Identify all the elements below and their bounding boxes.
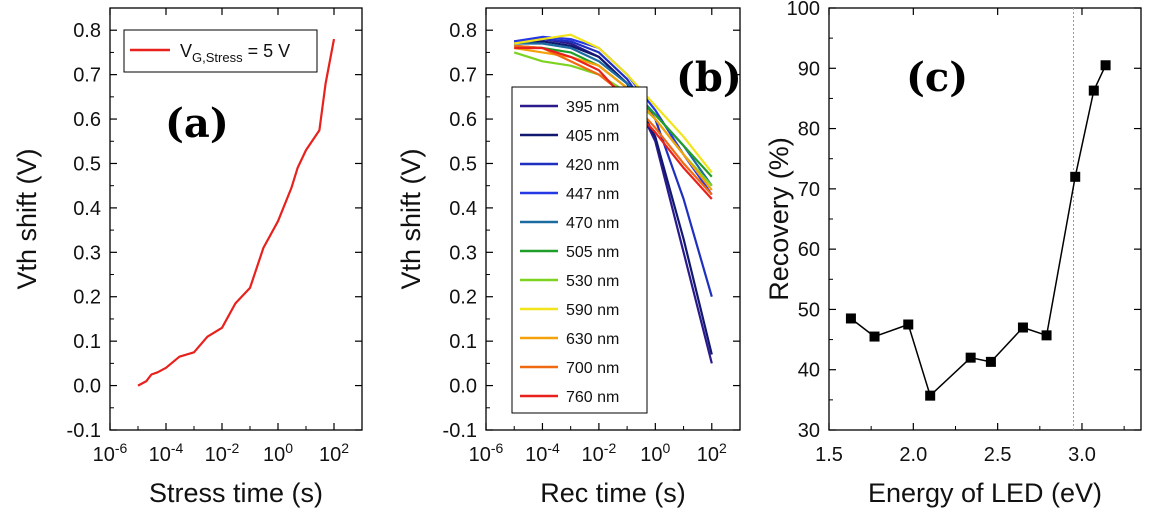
chart-b: -0.1 0.0 0.1 0.2 0.3 0.4 0.5 0.6 0.7 0.8 10-6 10-4 1… (396, 7, 742, 508)
x-tick-label: 2.0 (899, 444, 927, 466)
y-tick-label: 40 (798, 360, 820, 382)
legend-label: 420 nm (566, 157, 619, 174)
x-tick-label: 10-4 (149, 440, 184, 466)
data-point (903, 319, 914, 330)
y-tick-label: 0.4 (449, 198, 477, 220)
legend-label: 447 nm (566, 186, 619, 203)
data-point (965, 352, 976, 363)
legend-label: VG,Stress = 5 V (180, 41, 290, 65)
y-tick-label: 0.3 (73, 242, 101, 264)
x-tick-label: 102 (697, 440, 727, 466)
y-tick-label: 0.4 (73, 198, 101, 220)
chart-c: 30 40 50 60 70 80 90 100 1.5 2.0 2.5 3.0 Energy of L… (764, 0, 1142, 508)
plot-frame (109, 7, 363, 431)
x-tick-label: 100 (263, 440, 293, 466)
y-tick-label: 0.6 (73, 109, 101, 131)
y-tick-label: 90 (798, 58, 820, 80)
data-point (869, 331, 880, 342)
data-point (1070, 171, 1081, 182)
y-tick-label: 0.0 (449, 376, 477, 398)
y-tick-label: 80 (798, 119, 820, 141)
legend-label: 405 nm (566, 128, 619, 145)
y-tick-label: 0.5 (449, 153, 477, 175)
legend-label: 530 nm (566, 273, 619, 290)
y-axis-label: Vth shift (V) (12, 148, 42, 289)
legend-label: 505 nm (566, 244, 619, 261)
x-tick-label: 100 (640, 440, 670, 466)
series-760-nm (514, 46, 713, 200)
y-tick-label: 0.8 (73, 20, 101, 42)
legend-label: 760 nm (566, 389, 619, 406)
data-point (1041, 330, 1052, 341)
y-tick-label: -0.1 (443, 420, 477, 442)
legend-label: 630 nm (566, 331, 619, 348)
x-axis-label: Rec time (s) (540, 478, 686, 508)
series-line (514, 40, 713, 355)
y-tick-label: 0.0 (73, 376, 101, 398)
y-tick-label: 50 (798, 299, 820, 321)
data-point (925, 390, 936, 401)
y-tick-label: 30 (798, 420, 820, 442)
series-line (514, 33, 713, 174)
x-tick-label: 10-6 (469, 440, 504, 466)
series-recovery (845, 60, 1111, 401)
y-tick-label: 0.3 (449, 242, 477, 264)
series-630-nm (514, 46, 713, 191)
legend: 395 nm 405 nm 420 nm 447 nm 470 nm 505 nm 530 … (511, 86, 648, 414)
legend-label: 470 nm (566, 215, 619, 232)
y-tick-label: 100 (787, 0, 820, 20)
legend-label: 590 nm (566, 302, 619, 319)
y-tick-label: 70 (798, 179, 820, 201)
x-tick-label: 1.5 (815, 444, 843, 466)
y-axis-label: Recovery (%) (764, 137, 794, 301)
y-tick-label: 0.2 (73, 287, 101, 309)
data-point (1017, 322, 1028, 333)
panel-label: (a) (165, 100, 229, 147)
x-tick-label: 10-6 (93, 440, 128, 466)
data-point (845, 313, 856, 324)
y-tick-label: 0.6 (449, 109, 477, 131)
series-vg-stress-5-v (137, 38, 336, 387)
y-tick-label: 0.1 (73, 331, 101, 353)
y-tick-label: 0.2 (449, 287, 477, 309)
series-590-nm (514, 33, 713, 174)
y-tick-label: 0.1 (449, 331, 477, 353)
data-point (1088, 85, 1099, 96)
panel-label: (b) (676, 54, 742, 101)
data-point (985, 356, 996, 367)
y-axis-label: Vth shift (V) (396, 148, 426, 289)
series-line (514, 46, 713, 191)
y-tick-label: -0.1 (67, 420, 101, 442)
chart-a: -0.1 0.0 0.1 0.2 0.3 0.4 0.5 0.6 0.7 0.8 10-6 10-4 1… (12, 7, 363, 508)
x-axis-label: Stress time (s) (149, 478, 323, 508)
x-axis-label: Energy of LED (eV) (868, 478, 1102, 508)
x-tick-label: 10-4 (525, 440, 560, 466)
legend-label: 700 nm (566, 360, 619, 377)
series-line (850, 64, 1107, 397)
y-tick-label: 0.8 (449, 20, 477, 42)
legend: VG,Stress = 5 V (123, 29, 318, 73)
plot-frame (828, 7, 1142, 431)
series-line (137, 38, 336, 387)
plot-frame (485, 7, 741, 431)
x-tick-label: 2.5 (984, 444, 1012, 466)
y-tick-label: 0.5 (73, 153, 101, 175)
x-tick-label: 102 (319, 440, 349, 466)
x-tick-label: 10-2 (205, 440, 240, 466)
panel-label: (c) (906, 54, 968, 101)
series-405-nm (514, 40, 713, 355)
y-tick-label: 60 (798, 239, 820, 261)
x-tick-label: 10-2 (582, 440, 617, 466)
x-tick-label: 3.0 (1068, 444, 1096, 466)
legend-label: 395 nm (566, 99, 619, 116)
series-line (514, 46, 713, 200)
data-point (1100, 60, 1111, 71)
y-tick-label: 0.7 (449, 65, 477, 87)
y-tick-label: 0.7 (73, 65, 101, 87)
